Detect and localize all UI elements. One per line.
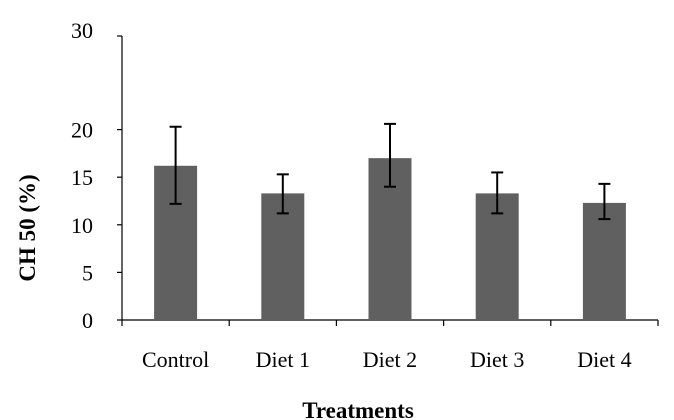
error-bars bbox=[169, 122, 611, 221]
x-axis bbox=[121, 319, 659, 326]
x-tick-label-3: Diet 3 bbox=[470, 347, 524, 372]
y-tick-label-1: 5 bbox=[82, 260, 93, 285]
bar-3 bbox=[475, 193, 519, 320]
y-axis: 0 5 10 15 20 bbox=[71, 35, 123, 333]
bars bbox=[154, 158, 626, 320]
x-axis-title: Treatments bbox=[302, 398, 414, 420]
error-bar-0 bbox=[169, 125, 182, 205]
error-bar-2 bbox=[384, 122, 396, 188]
y-axis-title: CH 50 (%) bbox=[15, 174, 40, 281]
bar-1 bbox=[261, 193, 305, 320]
y-tick-label-3: 15 bbox=[71, 165, 93, 190]
x-ticks bbox=[121, 320, 659, 326]
error-bar-3 bbox=[491, 171, 504, 215]
error-bar-1 bbox=[276, 173, 289, 215]
y-tick-label-2: 10 bbox=[71, 213, 93, 238]
y-tick-label-4: 20 bbox=[71, 118, 93, 143]
x-tick-label-2: Diet 2 bbox=[363, 347, 417, 372]
x-tick-labels: Control Diet 1 Diet 2 Diet 3 Diet 4 bbox=[142, 347, 632, 372]
x-tick-label-4: Diet 4 bbox=[577, 347, 631, 372]
x-tick-label-0: Control bbox=[142, 347, 209, 372]
bar-4 bbox=[582, 202, 626, 320]
y-ticks: 0 5 10 15 20 bbox=[71, 35, 122, 333]
y-axis-top-label: 30 bbox=[71, 18, 93, 43]
x-tick-label-1: Diet 1 bbox=[256, 347, 310, 372]
y-tick-label-0: 0 bbox=[82, 308, 93, 333]
error-bar-4 bbox=[598, 182, 611, 221]
